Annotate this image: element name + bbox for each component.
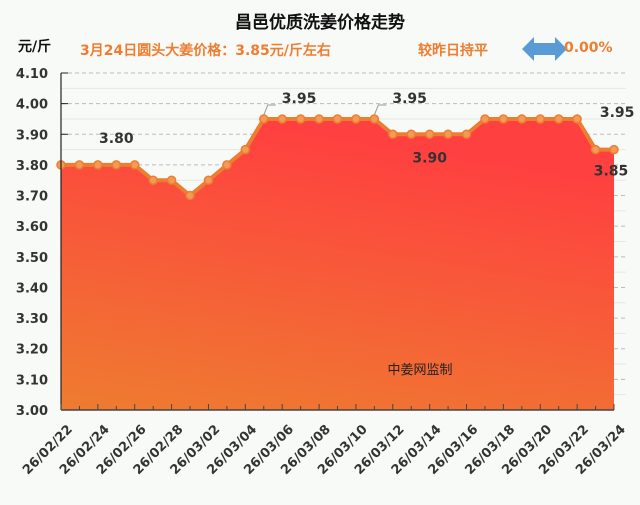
data-point [406, 129, 416, 140]
data-point [148, 175, 158, 185]
data-point [590, 144, 601, 155]
data-point [129, 160, 140, 170]
data-label: 3.95 [282, 91, 317, 107]
data-point [480, 114, 490, 124]
data-point [369, 114, 380, 124]
y-tick-label: 3.00 [16, 404, 48, 419]
data-point [314, 114, 324, 124]
y-tick-label: 3.30 [16, 312, 48, 327]
data-point [259, 114, 269, 124]
y-tick-label: 4.10 [16, 67, 48, 82]
y-tick-label: 3.70 [16, 190, 48, 205]
data-label: 3.95 [600, 105, 635, 121]
y-tick-label: 4.00 [16, 98, 48, 113]
data-point [185, 190, 195, 201]
data-point [609, 144, 619, 155]
data-point [74, 160, 85, 170]
data-point [517, 114, 527, 124]
chart-title: 昌邑优质洗姜价格走势 [235, 13, 405, 33]
y-tick-label: 3.60 [16, 220, 48, 235]
data-point [424, 129, 435, 140]
data-point [498, 114, 509, 124]
y-tick-label: 3.90 [16, 128, 48, 143]
change-percent: 0.00% [564, 40, 613, 56]
y-tick-label: 3.20 [16, 343, 48, 358]
data-point [295, 114, 306, 124]
data-point [277, 114, 287, 124]
data-point [461, 129, 472, 140]
data-point [93, 160, 103, 170]
data-label: 3.90 [412, 150, 447, 166]
y-tick-label: 3.10 [16, 373, 48, 388]
double-arrow-icon [522, 37, 567, 61]
watermark: 中姜网监制 [387, 363, 452, 378]
data-label: 3.80 [99, 131, 134, 147]
compare-text: 较昨日持平 [418, 43, 488, 59]
data-point [332, 114, 343, 124]
data-label: 3.95 [392, 91, 427, 107]
data-point [222, 160, 232, 170]
y-tick-label: 3.80 [16, 159, 48, 174]
data-point [351, 114, 361, 124]
data-point [166, 175, 177, 185]
y-axis-unit: 元/斤 [18, 39, 52, 55]
data-point [240, 144, 251, 155]
data-point [535, 114, 546, 124]
data-point [388, 129, 398, 140]
data-point [443, 129, 453, 140]
data-point [553, 114, 564, 124]
data-point [111, 160, 122, 170]
data-point [203, 175, 214, 185]
data-point [572, 114, 582, 124]
price-area [61, 118, 614, 411]
y-tick-label: 3.40 [16, 281, 48, 296]
price-summary: 3月24日圆头大姜价格：3.85元/斤左右 [80, 43, 331, 59]
data-label: 3.85 [594, 164, 629, 180]
y-tick-label: 3.50 [16, 251, 48, 266]
